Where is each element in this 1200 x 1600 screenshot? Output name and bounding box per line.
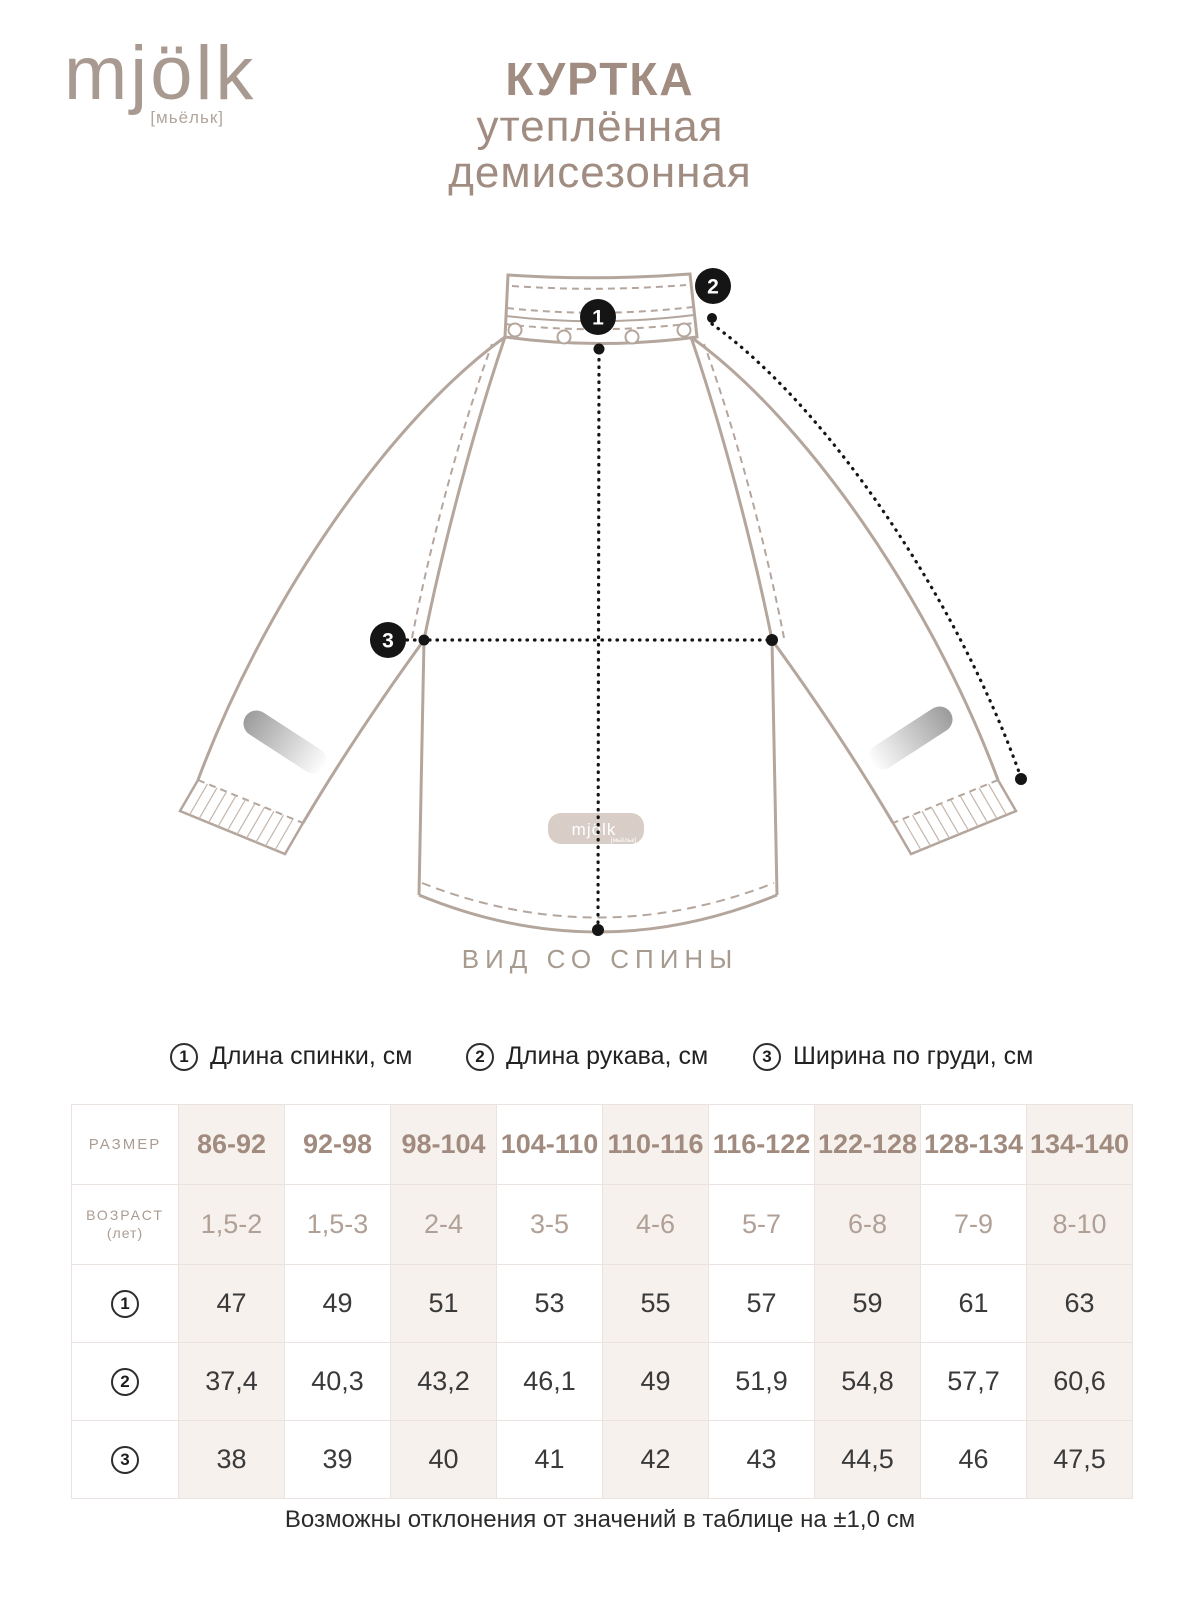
title-line-2: утеплённая <box>476 101 724 151</box>
age-label-sub: (лет) <box>106 1224 144 1241</box>
value-cell: 51 <box>391 1265 497 1343</box>
value-cell: 46,1 <box>497 1343 603 1421</box>
title-line-3: демисезонная <box>448 147 752 197</box>
size-row-label: РАЗМЕР <box>72 1105 179 1185</box>
value-cell: 49 <box>603 1343 709 1421</box>
size-cell: 116-122 <box>709 1105 815 1185</box>
right-cuff <box>891 779 1018 856</box>
value-cell: 49 <box>285 1265 391 1343</box>
age-cell: 1,5-2 <box>179 1185 285 1265</box>
legend-2-label: Длина рукава, см <box>506 1042 709 1070</box>
legend-3-label: Ширина по груди, см <box>793 1042 1034 1070</box>
value-cell: 54,8 <box>815 1343 921 1421</box>
value-cell: 38 <box>179 1421 285 1499</box>
marker-3-badge <box>370 622 406 658</box>
value-cell: 63 <box>1027 1265 1133 1343</box>
legend-2-circle: 2 <box>466 1042 494 1071</box>
right-reflective-stripe <box>869 706 953 770</box>
legend-sleeve-length: 2 Длина рукава, см <box>466 1042 708 1071</box>
age-cell: 1,5-3 <box>285 1185 391 1265</box>
left-sleeve <box>196 335 506 824</box>
collar-snaps <box>507 322 692 345</box>
patch-sub-label: [мьёльк] <box>611 837 636 844</box>
row-1-label: 1 <box>72 1265 179 1343</box>
age-cell: 5-7 <box>709 1185 815 1265</box>
jacket-brand-patch: mjölk [мьёльк] <box>548 813 644 844</box>
value-cell: 42 <box>603 1421 709 1499</box>
value-cell: 57,7 <box>921 1343 1027 1421</box>
jacket-back-view-drawing: mjölk [мьёльк] 1 2 3 <box>178 268 1027 936</box>
title-line-1: КУРТКА <box>505 53 695 105</box>
marker-3-number: 3 <box>382 630 394 653</box>
value-cell: 47,5 <box>1027 1421 1133 1499</box>
size-table: РАЗМЕР 86-92 92-98 98-104 104-110 110-11… <box>71 1104 1133 1499</box>
legend-3-circle: 3 <box>753 1042 781 1071</box>
left-reflective-stripe <box>243 710 327 774</box>
view-caption: ВИД СО СПИНЫ <box>461 944 739 974</box>
value-cell: 37,4 <box>179 1343 285 1421</box>
age-cell: 2-4 <box>391 1185 497 1265</box>
patch-label: mjölk <box>572 820 617 839</box>
age-cell: 4-6 <box>603 1185 709 1265</box>
page-title: КУРТКА утеплённая демисезонная <box>0 53 1200 197</box>
value-cell: 39 <box>285 1421 391 1499</box>
legend-chest-width: 3 Ширина по груди, см <box>753 1042 1033 1071</box>
value-cell: 47 <box>179 1265 285 1343</box>
row-3-label: 3 <box>72 1421 179 1499</box>
marker-1-badge <box>580 299 616 335</box>
value-cell: 59 <box>815 1265 921 1343</box>
measure-line-sleeve-length: 2 <box>695 268 1027 785</box>
size-cell: 104-110 <box>497 1105 603 1185</box>
size-cell: 110-116 <box>603 1105 709 1185</box>
value-cell: 61 <box>921 1265 1027 1343</box>
jacket-body <box>411 336 785 934</box>
size-cell: 134-140 <box>1027 1105 1133 1185</box>
age-cell: 7-9 <box>921 1185 1027 1265</box>
value-cell: 55 <box>603 1265 709 1343</box>
size-cell: 92-98 <box>285 1105 391 1185</box>
brand-logo-transcription: [мьёльк] <box>150 108 224 127</box>
value-cell: 40 <box>391 1421 497 1499</box>
value-cell: 53 <box>497 1265 603 1343</box>
right-sleeve <box>690 335 1000 824</box>
measure-line-back-length: 1 <box>580 299 616 936</box>
value-cell: 60,6 <box>1027 1343 1133 1421</box>
brand-logo: mjölk [мьёльк] <box>64 31 257 128</box>
age-cell: 6-8 <box>815 1185 921 1265</box>
size-cell: 128-134 <box>921 1105 1027 1185</box>
left-cuff <box>178 779 305 856</box>
legend-1-circle: 1 <box>170 1042 198 1071</box>
brand-logo-text: mjölk <box>64 31 257 116</box>
value-cell: 40,3 <box>285 1343 391 1421</box>
tolerance-note: Возможны отклонения от значений в таблиц… <box>284 1506 916 1533</box>
jacket-diagram: mjölk [мьёльк] 1 2 3 <box>150 240 1050 940</box>
value-cell: 57 <box>709 1265 815 1343</box>
value-cell: 44,5 <box>815 1421 921 1499</box>
row-2-circle: 2 <box>111 1367 139 1396</box>
value-cell: 41 <box>497 1421 603 1499</box>
value-cell: 46 <box>921 1421 1027 1499</box>
marker-1-number: 1 <box>592 307 604 330</box>
value-cell: 51,9 <box>709 1343 815 1421</box>
legend-back-length: 1 Длина спинки, см <box>170 1042 412 1071</box>
size-cell: 86-92 <box>179 1105 285 1185</box>
marker-2-badge <box>695 268 731 304</box>
legend-1-label: Длина спинки, см <box>210 1042 413 1070</box>
row-2-label: 2 <box>72 1343 179 1421</box>
value-cell: 43,2 <box>391 1343 497 1421</box>
age-label-main: ВОЗРАСТ <box>86 1207 164 1223</box>
size-cell: 122-128 <box>815 1105 921 1185</box>
measure-line-chest-width: 3 <box>370 622 778 658</box>
age-cell: 8-10 <box>1027 1185 1133 1265</box>
value-cell: 43 <box>709 1421 815 1499</box>
marker-2-number: 2 <box>707 276 719 299</box>
row-3-circle: 3 <box>111 1445 139 1474</box>
age-cell: 3-5 <box>497 1185 603 1265</box>
row-1-circle: 1 <box>111 1289 139 1318</box>
size-cell: 98-104 <box>391 1105 497 1185</box>
age-row-label: ВОЗРАСТ (лет) <box>72 1185 179 1265</box>
